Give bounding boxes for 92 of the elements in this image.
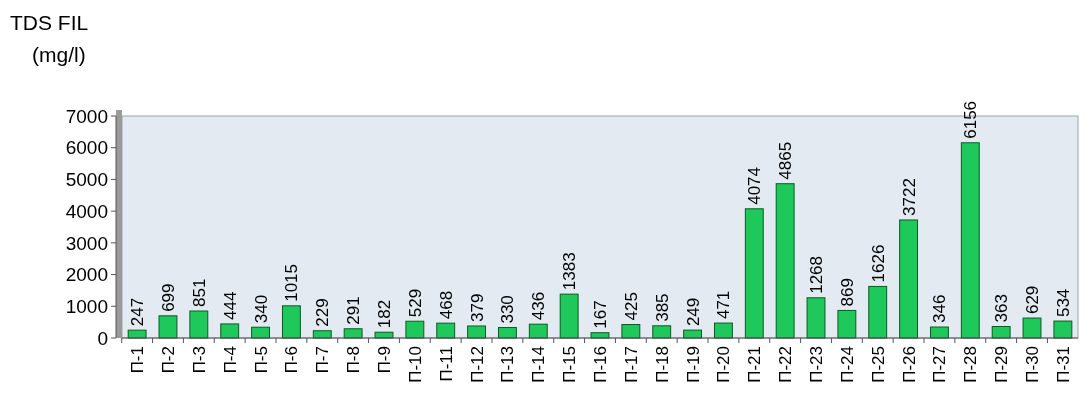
- x-tick-label: П-18: [652, 346, 672, 383]
- bar: [713, 322, 733, 339]
- x-tick-label: П-1: [128, 346, 148, 374]
- data-label: 869: [837, 278, 857, 307]
- bar: [405, 320, 425, 339]
- x-tick-label: П-4: [220, 346, 240, 374]
- bar: [960, 142, 980, 339]
- y-tick-label: 0: [97, 327, 108, 349]
- bar: [621, 324, 641, 339]
- x-tick-label: П-25: [868, 346, 888, 383]
- y-tick-label: 5000: [65, 169, 108, 191]
- x-tick-label: П-3: [189, 346, 209, 374]
- x-tick-label: П-28: [961, 346, 981, 383]
- data-label: 534: [1053, 288, 1073, 318]
- x-tick-label: П-13: [498, 346, 518, 383]
- data-label: 1015: [282, 263, 302, 302]
- y-tick-label: 3000: [65, 232, 108, 254]
- data-label: 247: [128, 297, 148, 327]
- data-label: 851: [189, 278, 209, 308]
- bar: [559, 293, 579, 339]
- bar: [281, 305, 301, 339]
- data-label: 4865: [776, 141, 796, 180]
- bar: [899, 219, 919, 339]
- data-label: 529: [405, 288, 425, 318]
- data-label: 444: [220, 291, 240, 320]
- bar: [652, 325, 672, 339]
- y-tick-label: 2000: [65, 264, 108, 286]
- x-tick-label: П-30: [1023, 346, 1043, 383]
- x-tick-label: П-12: [467, 346, 487, 383]
- data-label: 471: [714, 290, 734, 320]
- data-label: 629: [1023, 285, 1043, 315]
- bar: [868, 285, 888, 339]
- x-tick-label: П-16: [591, 346, 610, 383]
- bar: [775, 183, 795, 339]
- x-tick-label: П-29: [992, 346, 1012, 383]
- y-tick-label: 4000: [65, 200, 108, 222]
- data-label: 699: [158, 283, 178, 312]
- x-tick-label: П-5: [251, 346, 271, 374]
- data-label: 346: [930, 294, 950, 324]
- bar: [683, 329, 703, 339]
- data-label: 291: [344, 296, 364, 325]
- x-tick-label: П-19: [683, 346, 703, 383]
- x-tick-label: П-24: [837, 346, 857, 383]
- data-label: 3722: [899, 178, 919, 216]
- x-tick-label: П-8: [344, 346, 364, 374]
- data-label: 425: [621, 292, 641, 321]
- data-label: 468: [436, 290, 456, 320]
- data-label: 167: [591, 300, 610, 329]
- x-tick-label: П-17: [621, 346, 641, 383]
- data-label: 182: [374, 299, 394, 329]
- bar: [158, 315, 178, 339]
- data-label: 379: [467, 293, 487, 322]
- bar: [930, 326, 949, 339]
- x-tick-label: П-11: [436, 346, 456, 382]
- bar: [837, 309, 857, 339]
- bar: [1022, 317, 1042, 339]
- x-tick-label: П-22: [776, 346, 796, 383]
- x-tick-label: П-20: [714, 346, 734, 383]
- data-label: 229: [313, 298, 333, 327]
- data-label: 363: [992, 294, 1012, 323]
- x-tick-label: П-7: [313, 346, 333, 374]
- bar: [1053, 320, 1073, 339]
- y-tick-label: 7000: [65, 105, 108, 127]
- x-tick-label: П-10: [405, 346, 425, 383]
- data-label: 1268: [807, 255, 827, 294]
- data-label: 4074: [745, 166, 765, 205]
- x-tick-label: П-2: [158, 346, 178, 374]
- bar: [189, 310, 209, 339]
- bar: [744, 208, 764, 339]
- data-label: 385: [652, 293, 672, 322]
- x-tick-label: П-27: [930, 346, 950, 383]
- x-tick-label: П-6: [282, 346, 302, 374]
- data-label: 330: [498, 295, 518, 324]
- bar: [806, 297, 826, 339]
- x-tick-label: П-21: [745, 346, 765, 383]
- bar: [220, 323, 240, 339]
- x-tick-label: П-31: [1053, 346, 1073, 383]
- x-tick-label: П-9: [374, 346, 394, 374]
- data-label: 6156: [961, 100, 981, 139]
- data-label: 1626: [868, 244, 888, 283]
- data-label: 249: [683, 297, 703, 327]
- x-tick-label: П-23: [807, 346, 827, 383]
- data-label: 436: [529, 291, 549, 321]
- x-tick-label: П-26: [899, 346, 919, 383]
- x-tick-label: П-14: [529, 346, 549, 383]
- y-axis-title: TDS FIL (mg/l): [10, 11, 89, 66]
- bar: [467, 325, 487, 339]
- data-label: 1383: [560, 252, 580, 291]
- y-tick-label: 1000: [65, 295, 108, 317]
- y-tick-label: 6000: [65, 137, 108, 159]
- data-label: 340: [251, 294, 271, 324]
- x-tick-label: П-15: [560, 346, 580, 383]
